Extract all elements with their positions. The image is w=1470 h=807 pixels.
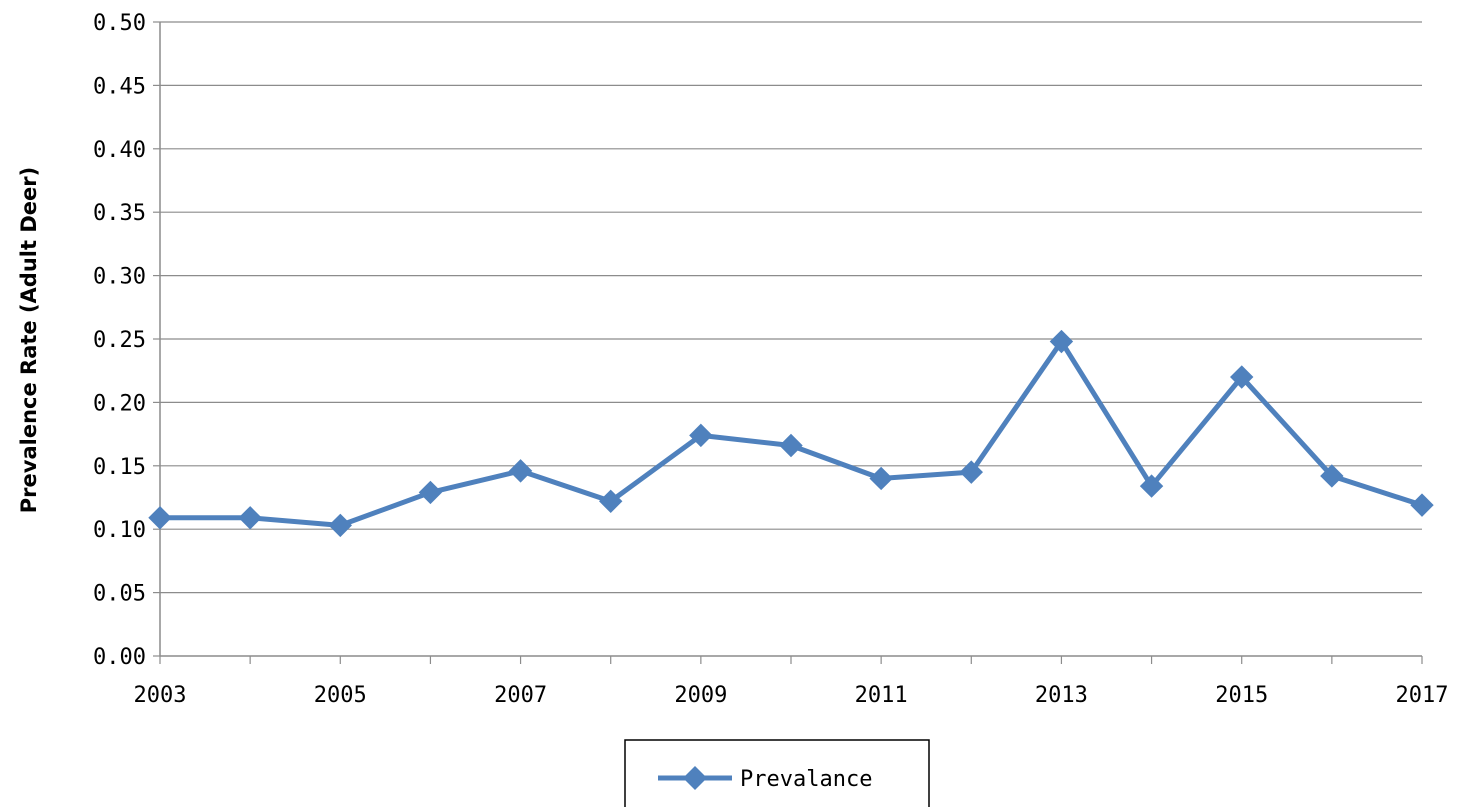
data-point bbox=[1410, 493, 1434, 517]
data-point bbox=[689, 423, 713, 448]
y-tick-label: 0.05 bbox=[93, 582, 146, 607]
data-point bbox=[959, 460, 983, 484]
series-line bbox=[160, 339, 1423, 528]
y-tick-label: 0.30 bbox=[93, 265, 146, 290]
x-tick-label: 2011 bbox=[855, 683, 908, 708]
legend: Prevalance bbox=[624, 739, 930, 807]
legend-entry-prevalance: Prevalance bbox=[740, 767, 872, 792]
data-point bbox=[1049, 329, 1074, 354]
data-point bbox=[869, 466, 893, 491]
x-tick-label: 2005 bbox=[314, 683, 367, 708]
data-point bbox=[1139, 474, 1164, 498]
y-tick-label: 0.00 bbox=[93, 645, 146, 670]
data-point bbox=[1320, 464, 1344, 488]
x-tick-labels: 2003 2005 2007 2009 2011 2013 2015 2017 bbox=[134, 683, 1449, 708]
y-tick-labels: 0.00 0.05 0.10 0.15 0.20 0.25 0.30 0.35 0.40 0.45… bbox=[93, 11, 146, 670]
data-point bbox=[148, 506, 172, 530]
legend-swatch-marker bbox=[683, 766, 707, 790]
x-tick-label: 2013 bbox=[1035, 683, 1088, 708]
data-point bbox=[328, 513, 352, 538]
data-point bbox=[599, 489, 623, 514]
y-tick-label: 0.25 bbox=[93, 328, 146, 353]
data-point bbox=[1230, 365, 1254, 389]
gridlines bbox=[160, 21, 1422, 594]
y-tick-label: 0.40 bbox=[93, 138, 146, 163]
x-tick-label: 2009 bbox=[674, 683, 727, 708]
axes bbox=[153, 21, 1423, 664]
y-tick-label: 0.20 bbox=[93, 391, 146, 416]
y-tick-label: 0.35 bbox=[93, 201, 146, 226]
y-tick-label: 0.50 bbox=[93, 11, 146, 36]
data-point bbox=[508, 459, 533, 483]
series-prevalance bbox=[148, 329, 1434, 538]
x-tick-label: 2017 bbox=[1396, 683, 1449, 708]
data-point bbox=[418, 480, 443, 505]
y-tick-label: 0.45 bbox=[93, 74, 146, 99]
x-tick-label: 2007 bbox=[494, 683, 547, 708]
x-tick-label: 2015 bbox=[1215, 683, 1268, 708]
y-axis-label: Prevalence Rate (Adult Deer) bbox=[17, 167, 41, 513]
legend-box bbox=[624, 739, 930, 807]
y-tick-label: 0.15 bbox=[93, 455, 146, 480]
x-tick-label: 2003 bbox=[134, 683, 187, 708]
data-point bbox=[779, 433, 803, 458]
data-point bbox=[238, 506, 262, 530]
y-tick-label: 0.10 bbox=[93, 518, 146, 543]
